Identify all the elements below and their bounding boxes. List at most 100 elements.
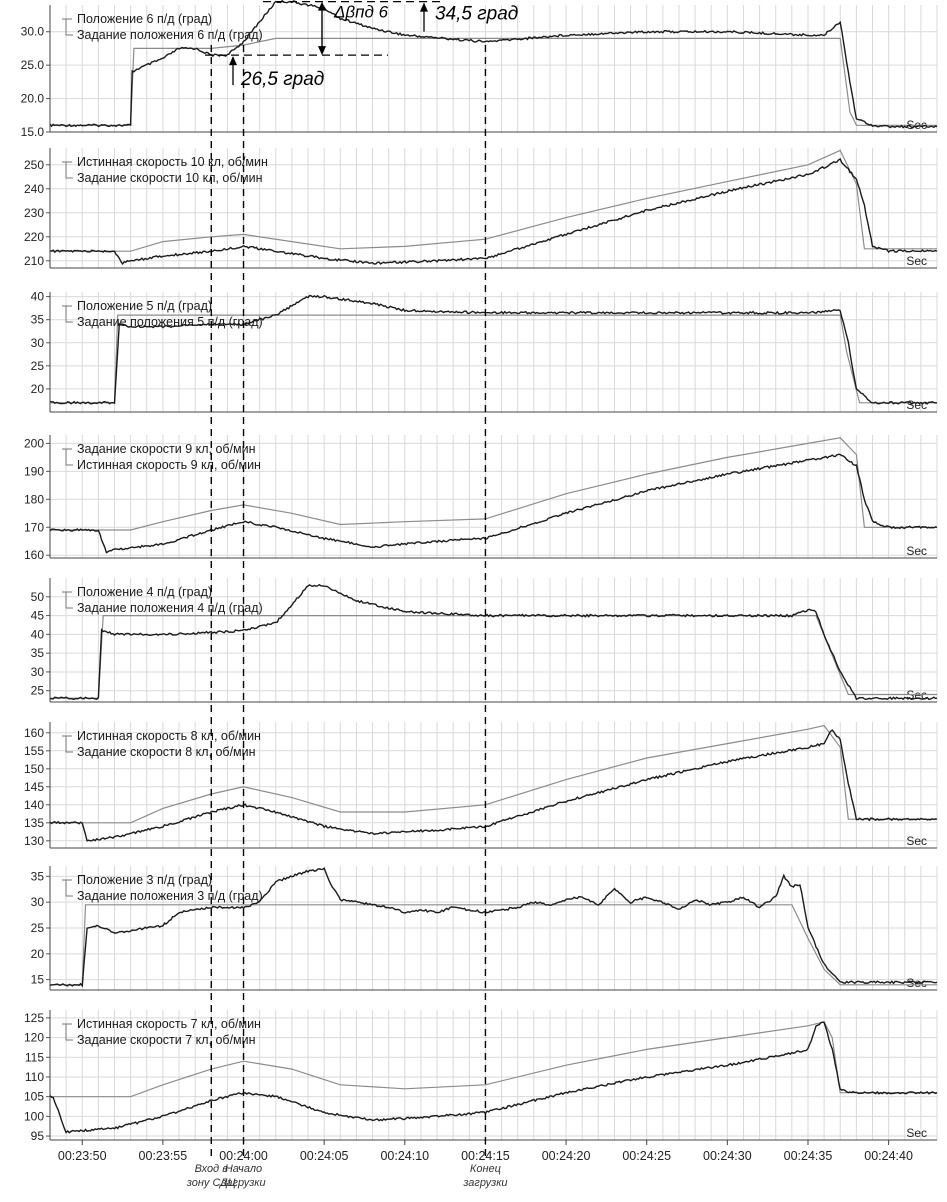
legend: Истинная скорость 8 кл, об/мин Задание ск… bbox=[62, 729, 261, 759]
series-line-setpoint bbox=[50, 37, 937, 126]
series-line-setpoint bbox=[50, 615, 937, 699]
vertical-gridlines bbox=[49, 148, 938, 268]
y-tick-label: 135 bbox=[24, 816, 44, 830]
event-label-line: Конец bbox=[470, 1163, 501, 1175]
y-tick-label: 25 bbox=[31, 921, 45, 935]
y-tick-label: 15 bbox=[31, 973, 45, 987]
vertical-gridlines bbox=[49, 1010, 938, 1140]
y-tick-label: 95 bbox=[31, 1129, 45, 1143]
event-label-line: зону СДЦ bbox=[186, 1177, 236, 1189]
x-tick-label: 00:23:55 bbox=[139, 1149, 188, 1163]
legend: Положение 5 п/д (град) Задание положения … bbox=[62, 299, 263, 329]
y-tick-label: 15.0 bbox=[21, 125, 45, 139]
x-tick-label: 00:24:40 bbox=[864, 1149, 913, 1163]
legend-entry: Задание скорости 10 кл, об/мин bbox=[77, 171, 263, 185]
legend: Положение 4 п/д (град) Задание положения … bbox=[62, 585, 263, 615]
y-tick-label: 125 bbox=[24, 1011, 44, 1025]
legend-entry: Положение 4 п/д (град) bbox=[77, 585, 212, 599]
y-tick-label: 35 bbox=[31, 869, 45, 883]
y-tick-label: 200 bbox=[24, 436, 44, 450]
legend-entry: Задание положения 5 п/д (град) bbox=[77, 315, 263, 329]
legend-entry: Положение 5 п/д (град) bbox=[77, 299, 212, 313]
x-tick-label: 00:24:35 bbox=[784, 1149, 833, 1163]
event-label-line: загрузки bbox=[220, 1177, 265, 1189]
y-tick-label: 230 bbox=[24, 206, 44, 220]
chart-panel-3: 40 35 30 25 20 Sec Положение 5 п/д (град) Задан… bbox=[31, 290, 938, 413]
chart-panel-4: 200 190 180 170 160 Sec Задание скорости 9 кл,… bbox=[24, 435, 938, 562]
arrow-up-icon bbox=[420, 2, 428, 12]
y-tick-label: 45 bbox=[31, 609, 45, 623]
event-label-line: Вход в bbox=[195, 1163, 229, 1175]
legend-bracket-icon bbox=[62, 879, 73, 897]
legend-entry: Задание положения 4 п/д (град) bbox=[77, 601, 263, 615]
chart-panel-2: 250 240 230 220 210 Sec Истинная скорость 10 к… bbox=[24, 148, 938, 269]
y-tick-label: 30 bbox=[31, 895, 45, 909]
x-unit-label: Sec bbox=[906, 1126, 927, 1140]
legend-entry: Истинная скорость 7 кл, об/мин bbox=[77, 1017, 261, 1031]
legend: Задание скорости 9 кл, об/мин Истинная ск… bbox=[62, 442, 261, 472]
legend-entry: Истинная скорость 10 кл, об/мин bbox=[77, 155, 268, 169]
series-line-actual bbox=[49, 867, 938, 988]
y-tick-label: 190 bbox=[24, 464, 44, 478]
event-label-line: Начало bbox=[225, 1163, 262, 1175]
legend-entry: Задание скорости 8 кл, об/мин bbox=[77, 745, 256, 759]
legend: Истинная скорость 10 кл, об/мин Задание с… bbox=[62, 155, 268, 185]
chart-panel-6: 160 155 150 145 140 135 130 Sec Истинная скорост… bbox=[24, 722, 938, 849]
y-tick-label: 145 bbox=[24, 780, 44, 794]
y-tick-label: 20 bbox=[31, 947, 45, 961]
y-tick-label: 180 bbox=[24, 492, 44, 506]
legend-bracket-icon bbox=[62, 448, 73, 466]
y-tick-label: 35 bbox=[31, 313, 45, 327]
y-tick-label: 40 bbox=[31, 290, 45, 304]
legend-entry: Истинная скорость 9 кл, об/мин bbox=[77, 458, 261, 472]
event-label: Конец загрузки bbox=[462, 1163, 507, 1189]
y-tick-label: 35 bbox=[31, 646, 45, 660]
legend-bracket-icon bbox=[62, 305, 73, 323]
legend: Истинная скорость 7 кл, об/мин Задание ск… bbox=[62, 1017, 261, 1047]
arrow-down-icon bbox=[318, 46, 326, 56]
legend-entry: Положение 6 п/д (град) bbox=[77, 12, 212, 26]
legend-entry: Задание скорости 9 кл, об/мин bbox=[77, 442, 256, 456]
y-tick-label: 160 bbox=[24, 726, 44, 740]
y-tick-label: 50 bbox=[31, 590, 45, 604]
legend-entry: Задание скорости 7 кл, об/мин bbox=[77, 1033, 256, 1047]
series-line-actual bbox=[50, 294, 938, 405]
y-tick-label: 40 bbox=[31, 627, 45, 641]
series-line-actual bbox=[49, 583, 938, 701]
series-line-actual bbox=[49, 0, 938, 129]
arrow-up-icon bbox=[229, 56, 237, 66]
series-line-setpoint bbox=[50, 1021, 937, 1098]
event-label: Начало загрузки bbox=[220, 1163, 265, 1189]
series-line-actual bbox=[49, 158, 938, 266]
x-tick-label: 00:24:10 bbox=[380, 1149, 429, 1163]
legend: Положение 3 п/д (град) Задание положения … bbox=[62, 873, 263, 903]
legend-bracket-icon bbox=[62, 161, 73, 179]
x-tick-label: 00:24:30 bbox=[703, 1149, 752, 1163]
y-tick-label: 25 bbox=[31, 359, 45, 373]
chart-panel-8: 125 120 115 110 105 100 95 Sec Истинная скорость… bbox=[24, 1010, 938, 1143]
y-tick-label: 30 bbox=[31, 665, 45, 679]
y-tick-label: 100 bbox=[24, 1109, 44, 1123]
upper-value-label: 34,5 град bbox=[435, 4, 518, 25]
legend-bracket-icon bbox=[62, 735, 73, 753]
y-tick-label: 130 bbox=[24, 834, 44, 848]
legend-entry: Задание положения 3 п/д (град) bbox=[77, 889, 263, 903]
x-tick-label: 00:24:25 bbox=[622, 1149, 671, 1163]
legend-bracket-icon bbox=[62, 18, 73, 36]
x-unit-label: Sec bbox=[906, 544, 927, 558]
series-line-setpoint bbox=[50, 904, 937, 986]
y-tick-label: 210 bbox=[24, 254, 44, 268]
series-line-actual bbox=[49, 1021, 938, 1134]
y-tick-label: 150 bbox=[24, 762, 44, 776]
vertical-gridlines bbox=[49, 5, 938, 132]
y-tick-label: 240 bbox=[24, 182, 44, 196]
y-tick-label: 105 bbox=[24, 1090, 44, 1104]
y-tick-label: 20 bbox=[31, 382, 45, 396]
legend-bracket-icon bbox=[62, 591, 73, 609]
y-tick-label: 110 bbox=[25, 1070, 44, 1084]
x-unit-label: Sec bbox=[906, 254, 927, 268]
